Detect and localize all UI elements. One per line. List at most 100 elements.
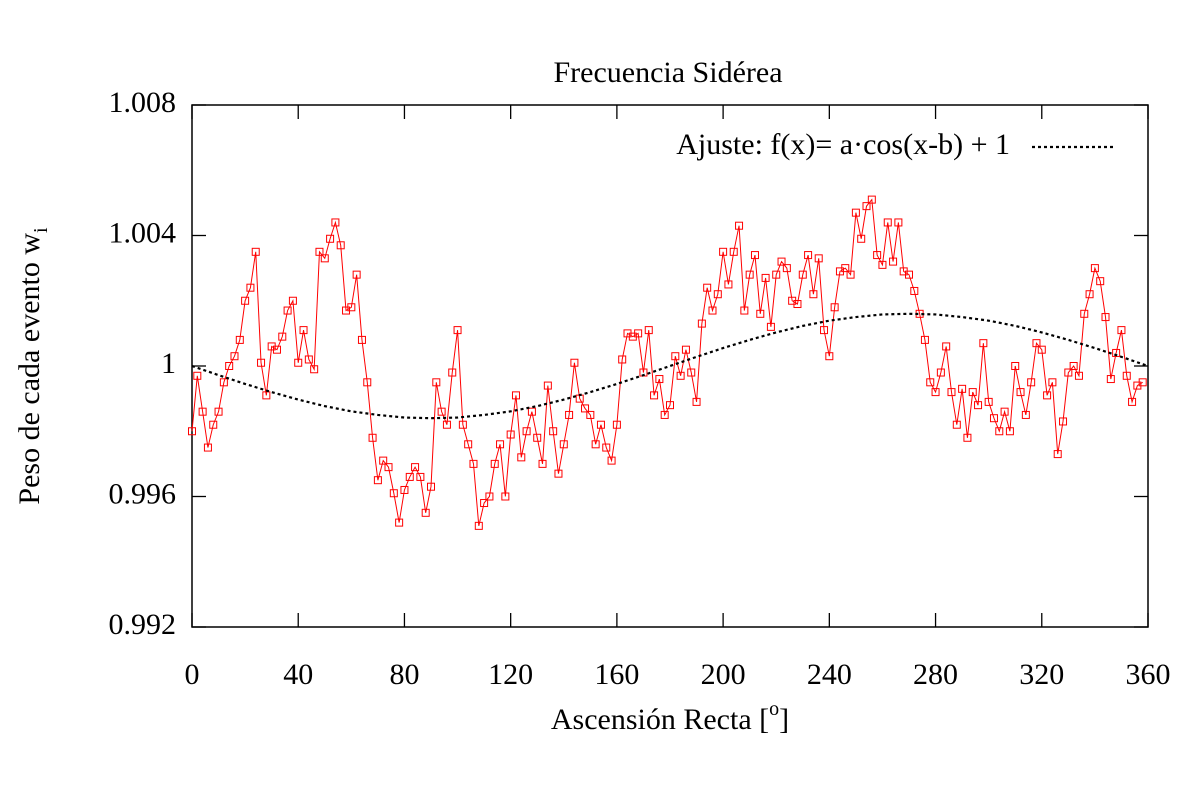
point-marker bbox=[1021, 410, 1030, 419]
y-axis-label-text: Peso de cada evento w bbox=[13, 233, 46, 505]
point-marker bbox=[1096, 277, 1105, 286]
point-marker bbox=[942, 342, 951, 351]
point-marker bbox=[963, 433, 972, 442]
point-marker bbox=[357, 335, 366, 344]
point-marker bbox=[310, 365, 319, 374]
point-marker bbox=[1016, 388, 1025, 397]
point-marker bbox=[1117, 326, 1126, 335]
y-tick-label: 0.996 bbox=[109, 477, 177, 510]
point-marker bbox=[650, 391, 659, 400]
point-marker bbox=[719, 247, 728, 256]
point-marker bbox=[697, 319, 706, 328]
point-marker bbox=[511, 391, 520, 400]
point-marker bbox=[591, 440, 600, 449]
point-marker bbox=[607, 456, 616, 465]
point-marker bbox=[235, 335, 244, 344]
point-marker bbox=[979, 339, 988, 348]
point-marker bbox=[384, 463, 393, 472]
point-marker bbox=[958, 384, 967, 393]
point-marker bbox=[735, 221, 744, 230]
point-marker bbox=[1027, 378, 1036, 387]
point-marker bbox=[782, 264, 791, 273]
point-marker bbox=[846, 270, 855, 279]
point-marker bbox=[315, 247, 324, 256]
point-marker bbox=[1048, 378, 1057, 387]
point-marker bbox=[634, 329, 643, 338]
y-tick-label: 1.004 bbox=[109, 216, 177, 249]
point-marker bbox=[820, 326, 829, 335]
point-marker bbox=[230, 352, 239, 361]
point-marker bbox=[968, 388, 977, 397]
point-marker bbox=[294, 358, 303, 367]
point-marker bbox=[241, 296, 250, 305]
point-marker bbox=[602, 443, 611, 452]
point-marker bbox=[1000, 407, 1009, 416]
point-marker bbox=[740, 306, 749, 315]
point-marker bbox=[814, 254, 823, 263]
point-marker bbox=[527, 407, 536, 416]
point-marker bbox=[889, 257, 898, 266]
point-marker bbox=[596, 420, 605, 429]
point-marker bbox=[490, 459, 499, 468]
point-marker bbox=[910, 286, 919, 295]
x-tick-label: 360 bbox=[1126, 658, 1171, 691]
point-marker bbox=[464, 440, 473, 449]
point-marker bbox=[209, 420, 218, 429]
y-axis-label: Peso de cada evento wi bbox=[13, 227, 52, 505]
point-marker bbox=[331, 218, 340, 227]
point-marker bbox=[549, 427, 558, 436]
point-marker bbox=[474, 521, 483, 530]
x-tick-label: 40 bbox=[283, 658, 313, 691]
point-marker bbox=[936, 368, 945, 377]
point-marker bbox=[1106, 375, 1115, 384]
point-marker bbox=[1128, 397, 1137, 406]
point-marker bbox=[193, 371, 202, 380]
point-marker bbox=[272, 345, 281, 354]
point-marker bbox=[288, 296, 297, 305]
point-marker bbox=[581, 404, 590, 413]
point-marker bbox=[681, 345, 690, 354]
y-axis-label-sub: i bbox=[30, 227, 52, 233]
point-marker bbox=[368, 433, 377, 442]
chart-title: Frecuencia Sidérea bbox=[553, 56, 782, 89]
point-marker bbox=[188, 427, 196, 436]
point-marker bbox=[761, 273, 770, 282]
point-marker bbox=[750, 251, 759, 260]
point-marker bbox=[713, 290, 722, 299]
point-marker bbox=[501, 492, 510, 501]
point-marker bbox=[480, 499, 489, 508]
point-marker bbox=[873, 251, 882, 260]
point-marker bbox=[533, 433, 542, 442]
x-axis-label-sup: o bbox=[769, 698, 779, 720]
point-marker bbox=[1122, 371, 1131, 380]
point-marker bbox=[708, 306, 717, 315]
point-marker bbox=[432, 378, 441, 387]
point-marker bbox=[804, 251, 813, 260]
point-marker bbox=[766, 322, 775, 331]
point-marker bbox=[692, 397, 701, 406]
point-marker bbox=[1101, 313, 1110, 322]
x-axis-label-end: ] bbox=[779, 703, 789, 736]
point-marker bbox=[857, 234, 866, 243]
point-marker bbox=[219, 378, 228, 387]
point-marker bbox=[841, 264, 850, 273]
point-marker bbox=[496, 440, 505, 449]
point-marker bbox=[830, 303, 839, 312]
point-marker bbox=[671, 352, 680, 361]
point-marker bbox=[421, 508, 430, 517]
point-marker bbox=[453, 326, 462, 335]
x-tick-label: 160 bbox=[594, 658, 639, 691]
point-marker bbox=[485, 492, 494, 501]
point-marker bbox=[989, 414, 998, 423]
point-marker bbox=[379, 456, 388, 465]
point-marker bbox=[586, 410, 595, 419]
point-marker bbox=[1138, 378, 1147, 387]
point-marker bbox=[920, 335, 929, 344]
point-marker bbox=[1005, 427, 1014, 436]
point-marker bbox=[809, 290, 818, 299]
point-marker bbox=[246, 283, 255, 292]
point-marker bbox=[427, 482, 435, 491]
point-marker bbox=[1069, 362, 1078, 370]
point-marker bbox=[251, 247, 260, 256]
